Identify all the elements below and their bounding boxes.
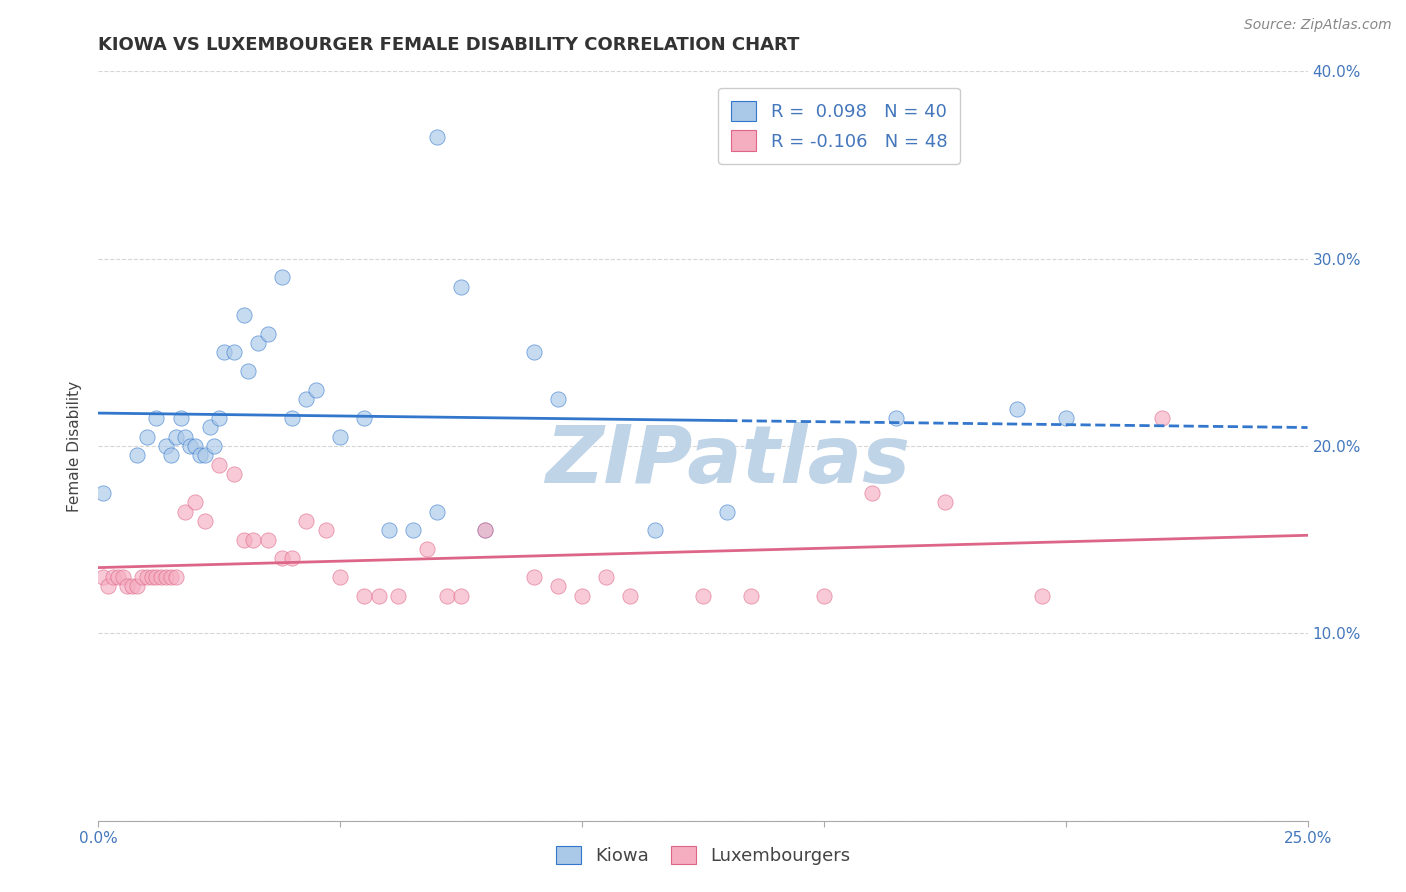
Point [155,439,177,453]
Text: Source: ZipAtlas.com: Source: ZipAtlas.com [1244,18,1392,32]
Point [160,570,183,584]
Point [474,524,496,538]
Point [188,449,211,463]
Point [242,533,264,547]
Point [127,580,149,594]
Point [256,326,278,341]
Point [135,570,157,584]
Point [174,430,197,444]
Point [165,570,187,584]
Point [402,524,425,538]
Point [121,580,143,594]
Point [1054,411,1077,425]
Point [368,589,391,603]
Y-axis label: Female Disability: Female Disability [67,380,83,512]
Text: ZIPatlas: ZIPatlas [544,422,910,500]
Point [860,486,883,500]
Point [595,570,617,584]
Point [107,570,129,584]
Point [208,458,231,472]
Point [886,411,908,425]
Legend: Kiowa, Luxembourgers: Kiowa, Luxembourgers [547,837,859,874]
Point [256,533,278,547]
Point [145,411,167,425]
Point [198,420,221,434]
Point [295,392,318,407]
Point [204,439,226,453]
Point [155,570,177,584]
Point [523,570,546,584]
Point [305,383,328,397]
Point [135,430,157,444]
Point [571,589,593,603]
Point [165,430,187,444]
Legend: R =  0.098   N = 40, R = -0.106   N = 48: R = 0.098 N = 40, R = -0.106 N = 48 [718,88,960,164]
Point [377,524,399,538]
Point [740,589,762,603]
Point [426,130,449,145]
Point [184,439,207,453]
Point [329,570,352,584]
Point [101,570,124,584]
Point [644,524,666,538]
Point [232,533,254,547]
Point [184,495,207,509]
Point [238,364,260,378]
Point [141,570,163,584]
Point [450,280,472,294]
Point [91,486,114,500]
Point [281,551,304,566]
Point [474,524,496,538]
Point [716,505,738,519]
Point [232,308,254,322]
Point [416,542,439,557]
Point [387,589,409,603]
Point [169,411,191,425]
Point [127,449,149,463]
Point [619,589,641,603]
Point [91,570,114,584]
Point [271,270,294,285]
Point [212,345,235,359]
Point [208,411,231,425]
Point [194,514,217,528]
Point [426,505,449,519]
Point [271,551,294,566]
Text: KIOWA VS LUXEMBOURGER FEMALE DISABILITY CORRELATION CHART: KIOWA VS LUXEMBOURGER FEMALE DISABILITY … [98,36,800,54]
Point [547,580,569,594]
Point [131,570,153,584]
Point [436,589,458,603]
Point [1007,401,1029,416]
Point [150,570,173,584]
Point [353,411,375,425]
Point [353,589,375,603]
Point [329,430,352,444]
Point [247,336,270,351]
Point [281,411,304,425]
Point [179,439,201,453]
Point [295,514,318,528]
Point [315,524,337,538]
Point [934,495,956,509]
Point [222,345,245,359]
Point [222,467,245,482]
Point [692,589,714,603]
Point [194,449,217,463]
Point [117,580,139,594]
Point [160,449,183,463]
Point [97,580,120,594]
Point [1031,589,1053,603]
Point [813,589,835,603]
Point [547,392,569,407]
Point [1152,411,1174,425]
Point [450,589,472,603]
Point [145,570,167,584]
Point [523,345,546,359]
Point [174,505,197,519]
Point [111,570,134,584]
